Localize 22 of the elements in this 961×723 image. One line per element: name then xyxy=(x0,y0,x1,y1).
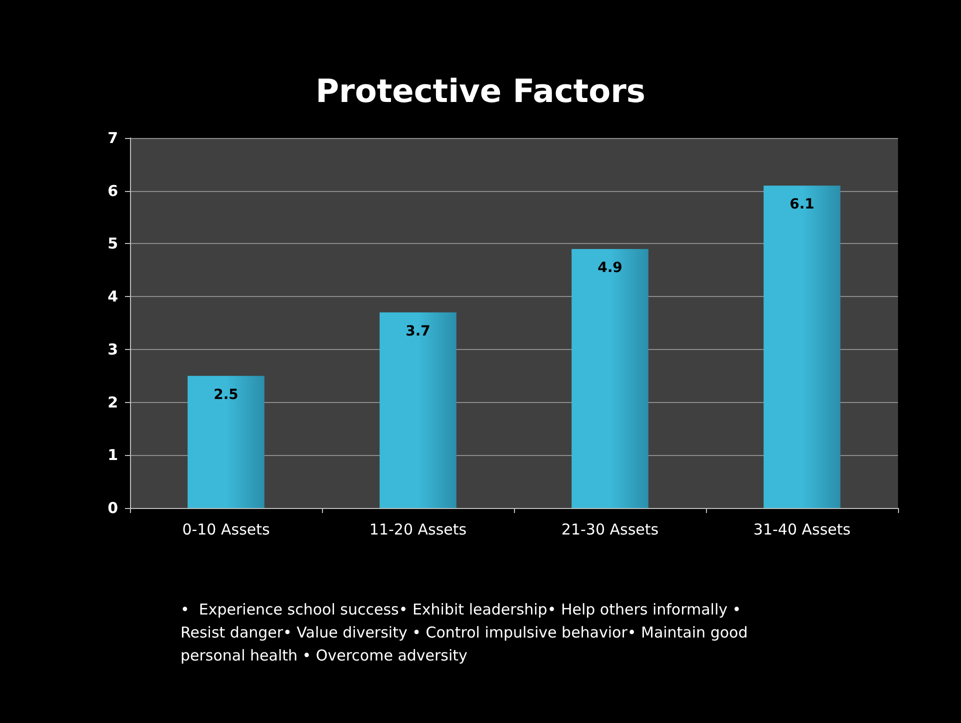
bar xyxy=(572,249,648,508)
data-label: 4.9 xyxy=(598,260,622,276)
x-tick-label: 11-20 Assets xyxy=(369,520,467,538)
x-tick-label: 31-40 Assets xyxy=(753,520,851,538)
y-tick-label: 2 xyxy=(108,393,118,412)
data-label: 6.1 xyxy=(790,196,814,213)
bar xyxy=(380,312,456,508)
y-tick-label: 5 xyxy=(108,234,118,253)
x-tick-label: 0-10 Assets xyxy=(182,520,270,538)
y-tick-label: 0 xyxy=(108,499,118,517)
bar xyxy=(764,186,840,508)
bar xyxy=(188,376,264,508)
y-tick-label: 3 xyxy=(108,340,118,358)
chart-title: Protective Factors xyxy=(316,72,646,110)
data-label: 2.5 xyxy=(214,386,238,403)
y-tick-label: 7 xyxy=(108,129,118,147)
y-tick-label: 4 xyxy=(108,288,118,306)
y-tick-label: 1 xyxy=(108,446,118,464)
text: • Experience school success• Exhibit leadership• Help others informally • Resist danger• Value diversity • Control impulsive behavior• Maintain good personal health • Overcome adversity xyxy=(180,600,752,664)
data-label: 3.7 xyxy=(406,323,430,340)
x-tick-label: 21-30 Assets xyxy=(561,520,659,538)
y-tick-label: 6 xyxy=(108,182,118,200)
